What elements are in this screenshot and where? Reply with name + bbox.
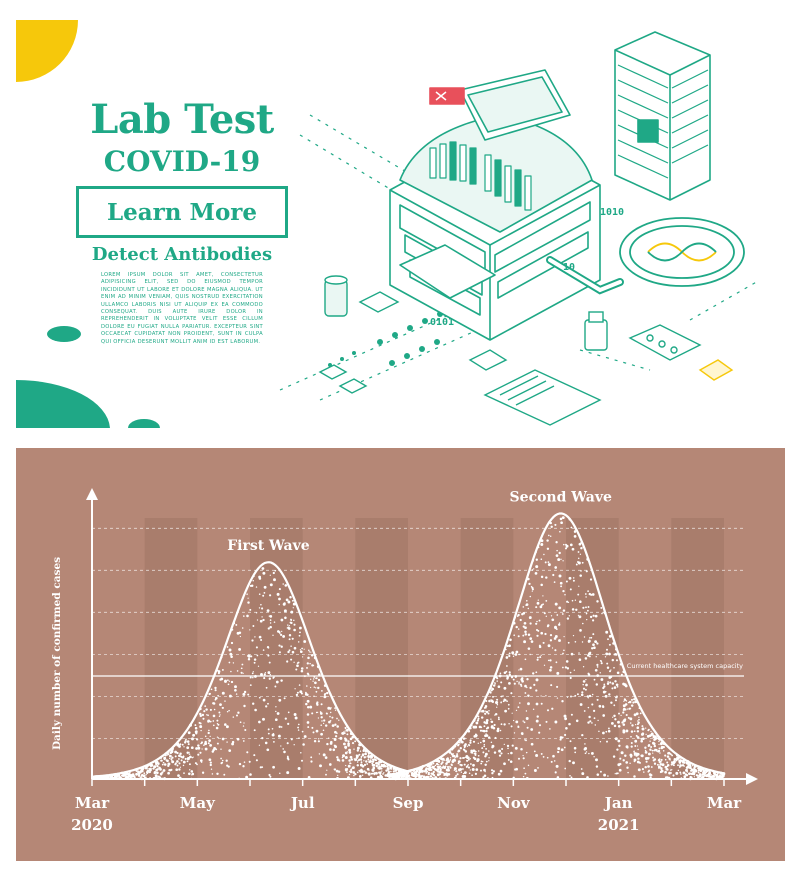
binary-label: 0101 — [430, 317, 454, 328]
x-tick-label: Sep — [393, 794, 424, 812]
test-tube-icon — [324, 275, 348, 317]
x-tick-label: Nov — [497, 794, 531, 812]
y-axis-arrow — [86, 488, 98, 500]
lab-analyzer-icon — [389, 69, 601, 341]
y-axis-label: Daily number of confirmed cases — [51, 557, 63, 750]
pill-blister-icon — [628, 324, 702, 361]
x-tick-label: Mar — [75, 794, 110, 812]
x-year-label: 2021 — [598, 816, 640, 834]
green-half-circle-decoration — [16, 379, 110, 428]
alert-icon — [429, 87, 465, 105]
poster: Lab Test COVID-19 Learn More Detect Anti… — [0, 0, 800, 440]
green-small-bump-decoration — [128, 419, 160, 428]
wave-label: Second Wave — [510, 489, 612, 505]
gridlines — [92, 527, 744, 739]
capacity-label: Current healthcare system capacity — [627, 662, 743, 670]
vial-icon — [584, 311, 608, 351]
learn-more-button[interactable]: Learn More — [76, 186, 288, 238]
dna-magnifier-icon — [546, 217, 745, 295]
month-band — [144, 518, 198, 779]
lab-illustration: 0101 1010 10 — [279, 31, 761, 426]
binary-label: 10 — [563, 262, 575, 273]
x-axis-arrow — [746, 773, 758, 785]
x-tick-label: Mar — [707, 794, 742, 812]
x-tick-label: Jan — [603, 794, 633, 812]
envelope-icon — [318, 291, 734, 394]
month-bands — [144, 518, 724, 779]
wave-stipple — [91, 567, 408, 781]
yellow-quarter-circle — [16, 20, 78, 82]
wave-label: First Wave — [227, 538, 310, 554]
poster-title: Lab Test — [90, 96, 274, 143]
lorem-body-text: Lorem ipsum dolor sit amet, consectetur … — [101, 272, 263, 345]
green-ellipse-decoration — [47, 326, 81, 342]
x-year-label: 2020 — [71, 816, 113, 834]
axes — [86, 488, 758, 786]
server-rack-icon — [614, 31, 711, 201]
wave-outline — [91, 561, 409, 778]
poster-subtitle-covid: COVID-19 — [103, 145, 261, 178]
binary-label: 1010 — [600, 207, 624, 218]
clipboard-icon — [483, 369, 602, 426]
month-band — [355, 518, 408, 779]
wave-areas — [91, 512, 726, 781]
wave-outline — [386, 512, 725, 776]
month-band — [671, 518, 724, 779]
x-tick-label: May — [180, 794, 216, 812]
detect-antibodies-heading: Detect Antibodies — [91, 244, 273, 265]
wave-stipple — [385, 516, 726, 781]
x-tick-label: Jul — [289, 794, 315, 812]
epidemic-waves-chart: First Wave Second Wave Current healthcare … — [51, 488, 758, 834]
chart-labels: First Wave Second Wave Current healthcare … — [51, 489, 743, 834]
